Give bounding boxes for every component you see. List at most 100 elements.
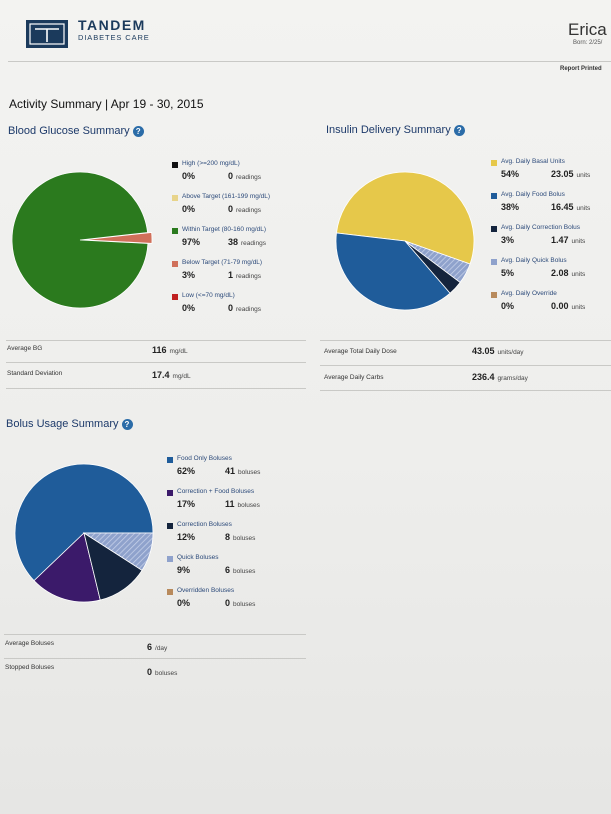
- insulin-summary-title: Insulin Delivery Summary?: [326, 124, 465, 136]
- insulin-legend-swatch: [491, 160, 497, 166]
- insulin-legend-number: 1.47: [551, 235, 569, 245]
- insulin-legend-percent: 0%: [501, 301, 515, 311]
- insulin-summary-title-text: Insulin Delivery Summary: [326, 124, 451, 136]
- header-divider: [8, 61, 611, 62]
- blood_glucose-legend-unit: readings: [241, 240, 266, 247]
- blood_glucose-legend-swatch: [172, 195, 178, 201]
- insulin-legend-item: Avg. Daily Quick Bolus 5% 2.08 units: [491, 257, 611, 290]
- tdd-stat-number: 43.05: [472, 346, 495, 356]
- tandem-logo: [26, 20, 68, 48]
- blood_glucose-legend-label: Above Target (161-199 mg/dL): [182, 193, 271, 200]
- insulin-pie-slice: [404, 240, 471, 283]
- bolus-legend-unit: boluses: [237, 502, 260, 509]
- insulin-legend-number: 2.08: [551, 268, 569, 278]
- blood_glucose-legend-value: 0 readings: [228, 303, 261, 313]
- insulin-legend-value: 23.05 units: [551, 169, 590, 179]
- help-icon[interactable]: ?: [121, 418, 133, 430]
- bolus-pie-slice: [82, 532, 154, 571]
- bolus-pie-slice: [33, 532, 101, 603]
- blood_glucose-legend-percent: 0%: [182, 303, 196, 313]
- insulin-legend-swatch: [491, 259, 497, 265]
- insulin-legend-unit: units: [571, 238, 586, 245]
- avg-boluses-value: 6/day: [147, 642, 167, 652]
- bolus-legend-label: Correction + Food Boluses: [177, 488, 255, 495]
- blood_glucose-legend-value: 1 readings: [228, 270, 261, 280]
- blood_glucose-legend-number: 0: [228, 171, 234, 181]
- bolus-legend-number: 11: [225, 499, 235, 509]
- stopped-boluses-number: 0: [147, 667, 153, 677]
- bolus-legend-item: Quick Boluses 9% 6 boluses: [167, 554, 317, 587]
- blood_glucose-legend-value: 38 readings: [228, 237, 266, 247]
- blood_glucose-legend-percent: 0%: [182, 204, 196, 214]
- insulin-legend-label: Avg. Daily Override: [501, 290, 557, 297]
- blood_glucose-legend-unit: readings: [236, 306, 261, 313]
- bg-stat-number: 116: [152, 345, 167, 355]
- bg-summary-title-text: Blood Glucose Summary: [8, 125, 130, 137]
- bg-stat-label: Average BG: [7, 345, 43, 352]
- help-icon[interactable]: ?: [453, 124, 465, 136]
- bg-stats-divider-2: [6, 362, 306, 363]
- bolus-legend-value: 11 boluses: [225, 499, 260, 509]
- insulin-legend-value: 0.00 units: [551, 301, 585, 311]
- insulin-legend-swatch: [491, 292, 497, 298]
- bg-pie-slice: [12, 171, 149, 309]
- tdd-stat-label: Average Total Daily Dose: [324, 348, 397, 355]
- bolus-legend-percent: 62%: [177, 466, 196, 476]
- bolus-legend-item: Correction + Food Boluses 17% 11 boluses: [167, 488, 317, 521]
- bg-stat-value: 116 mg/dL: [152, 345, 188, 355]
- tdd-stat-value: 43.05 units/day: [472, 346, 524, 356]
- bolus-legend-percent: 17%: [177, 499, 196, 509]
- avg-boluses-unit: /day: [155, 645, 168, 652]
- bolus-legend-swatch: [167, 457, 173, 463]
- insulin-stats-divider-2: [320, 365, 611, 366]
- bolus-stats-divider-1: [4, 634, 306, 635]
- insulin-legend-swatch: [491, 193, 497, 199]
- stopped-boluses-value: 0 boluses: [147, 667, 177, 677]
- insulin-legend-number: 16.45: [551, 202, 574, 212]
- bolus-pie-slice: [14, 463, 154, 582]
- blood_glucose-legend-number: 0: [228, 303, 234, 313]
- patient-born: Born: 2/25/: [573, 40, 603, 46]
- blood_glucose-legend-unit: readings: [236, 273, 261, 280]
- insulin-legend-unit: units: [576, 205, 591, 212]
- carbs-stat-label: Average Daily Carbs: [324, 374, 384, 381]
- blood_glucose-legend-label: Low (<=70 mg/dL): [182, 292, 235, 299]
- insulin-pie-slice: [335, 232, 451, 311]
- insulin-legend-value: 16.45 units: [551, 202, 590, 212]
- blood_glucose-legend-unit: readings: [236, 207, 261, 214]
- report-printed: Report Printed: [560, 66, 602, 72]
- blood_glucose-legend-item: Low (<=70 mg/dL) 0% 0 readings: [172, 292, 322, 325]
- blood_glucose-legend-swatch: [172, 228, 178, 234]
- insulin-legend-item: Avg. Daily Food Bolus 38% 16.45 units: [491, 191, 611, 224]
- brand-name: TANDEM: [78, 17, 146, 33]
- blood_glucose-legend-label: High (>=200 mg/dL): [182, 160, 240, 167]
- blood_glucose-legend-percent: 3%: [182, 270, 196, 280]
- insulin-legend-unit: units: [571, 304, 586, 311]
- insulin-pie-chart: [335, 171, 475, 311]
- blood_glucose-legend-item: Within Target (80-160 mg/dL) 97% 38 reading…: [172, 226, 322, 259]
- blood_glucose-legend-item: Below Target (71-79 mg/dL) 3% 1 readings: [172, 259, 322, 292]
- bolus-legend-value: 8 boluses: [225, 532, 255, 542]
- bolus-legend-label: Overridden Boluses: [177, 587, 235, 594]
- bolus-legend-item: Food Only Boluses 62% 41 boluses: [167, 455, 317, 488]
- bolus-summary-title-text: Bolus Usage Summary: [6, 418, 119, 430]
- carbs-stat-value: 236.4 grams/day: [472, 372, 528, 382]
- blood_glucose-legend-swatch: [172, 294, 178, 300]
- insulin-legend-item: Avg. Daily Override 0% 0.00 units: [491, 290, 611, 323]
- blood_glucose-legend-value: 0 readings: [228, 204, 261, 214]
- insulin-legend-label: Avg. Daily Quick Bolus: [501, 257, 567, 264]
- stopped-boluses-label: Stopped Boluses: [5, 664, 55, 671]
- insulin-legend-number: 0.00: [551, 301, 569, 311]
- bolus-legend-number: 8: [225, 532, 231, 542]
- blood_glucose-legend-swatch: [172, 261, 178, 267]
- blood_glucose-legend-percent: 97%: [182, 237, 201, 247]
- bolus-legend-swatch: [167, 556, 173, 562]
- bg-stats-divider-1: [6, 340, 306, 341]
- bg-stat-unit: mg/dL: [169, 348, 188, 355]
- brand-subtitle: DIABETES CARE: [78, 33, 150, 42]
- insulin-legend: Avg. Daily Basal Units 54% 23.05 units Avg. …: [491, 158, 611, 323]
- carbs-stat-number: 236.4: [472, 372, 495, 382]
- blood_glucose-legend-number: 1: [228, 270, 234, 280]
- blood_glucose-legend-swatch: [172, 162, 178, 168]
- help-icon[interactable]: ?: [132, 125, 144, 137]
